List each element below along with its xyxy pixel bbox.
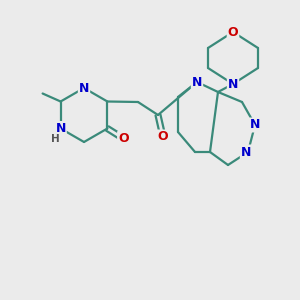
Text: H: H <box>51 134 60 145</box>
Text: O: O <box>228 26 238 38</box>
Text: N: N <box>250 118 260 131</box>
Text: O: O <box>158 130 168 143</box>
Text: N: N <box>228 77 238 91</box>
Text: N: N <box>192 76 202 88</box>
Text: O: O <box>118 132 129 145</box>
Text: N: N <box>56 122 66 135</box>
Text: N: N <box>241 146 251 158</box>
Text: N: N <box>79 82 89 94</box>
